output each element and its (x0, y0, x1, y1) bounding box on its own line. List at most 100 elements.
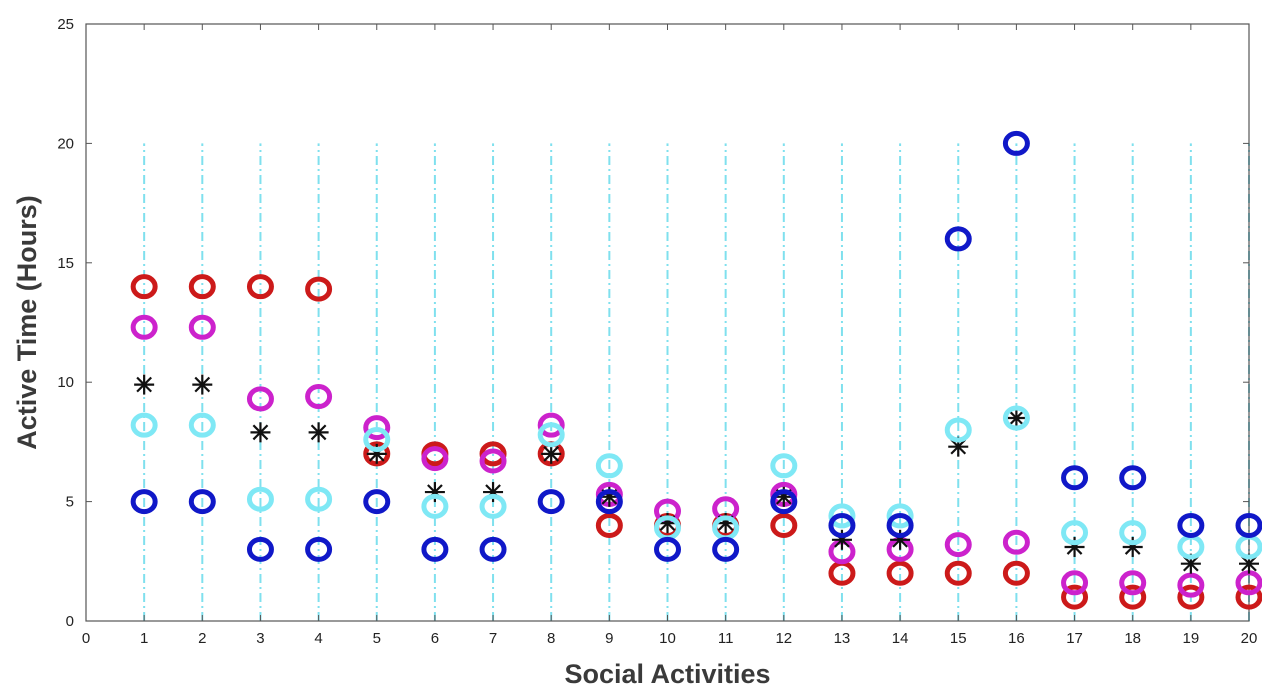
y-tick-label: 25 (57, 16, 74, 33)
x-tick-label: 0 (82, 630, 90, 647)
circle-marker (1177, 584, 1205, 610)
circle-marker (537, 422, 565, 448)
x-axis-label: Social Activities (564, 659, 770, 689)
circle-marker (246, 274, 274, 300)
x-tick-label: 3 (256, 630, 264, 647)
circle-marker (944, 560, 972, 586)
circle-marker (363, 489, 391, 515)
star-stroke (1008, 410, 1025, 426)
star-stroke (136, 376, 152, 393)
x-tick-label: 17 (1066, 630, 1083, 647)
x-tick-label: 2 (198, 630, 206, 647)
circle-marker (1061, 520, 1089, 546)
circle-marker (886, 503, 914, 529)
star-marker (250, 422, 271, 443)
circle-marker (188, 412, 216, 438)
y-tick-label: 15 (57, 255, 74, 272)
star-stroke (543, 445, 560, 462)
circle-marker (1177, 572, 1205, 598)
circle-marker (188, 489, 216, 515)
circle-marker (1119, 520, 1147, 546)
star-marker (134, 374, 155, 395)
x-tick-label: 13 (834, 630, 851, 647)
star-stroke (950, 438, 967, 455)
circle-marker (188, 314, 216, 340)
circle-marker (363, 427, 391, 453)
circle-marker (1235, 584, 1262, 610)
y-tick-label: 5 (66, 494, 74, 511)
circle-marker (246, 536, 274, 562)
x-tick-label: 12 (775, 630, 792, 647)
star-stroke (310, 424, 327, 441)
circle-marker (246, 486, 274, 512)
x-tick-label: 16 (1008, 630, 1025, 647)
circle-marker (130, 314, 158, 340)
x-tick-label: 8 (547, 630, 555, 647)
y-axis-label: Active Time (Hours) (12, 195, 42, 450)
axis-ticks: 0 1 2 3 4 5 6 7 8 9 10 11 12 13 14 15 16 17 18 19 2005101520… (57, 16, 1257, 647)
x-tick-label: 10 (659, 630, 676, 647)
circle-marker (770, 453, 798, 479)
star-stroke (194, 376, 211, 393)
circle-marker (595, 489, 623, 515)
star-marker (192, 374, 213, 395)
circle-marker (1061, 465, 1089, 491)
y-tick-label: 10 (57, 374, 74, 391)
circle-marker (130, 274, 158, 300)
circle-marker (944, 226, 972, 252)
x-tick-label: 18 (1124, 630, 1141, 647)
x-tick-label: 11 (718, 630, 734, 647)
circle-marker (1235, 512, 1262, 538)
star-marker (308, 422, 329, 443)
y-tick-label: 20 (57, 135, 74, 152)
circle-marker (654, 536, 681, 562)
circle-marker (944, 532, 972, 558)
circle-marker (1002, 405, 1030, 431)
circle-marker (886, 560, 914, 586)
y-tick-label: 0 (66, 613, 74, 630)
x-tick-label: 5 (373, 630, 381, 647)
circle-marker (886, 512, 914, 538)
circle-marker (595, 512, 623, 538)
circle-marker (421, 536, 449, 562)
circle-marker (130, 412, 158, 438)
circle-marker (1119, 465, 1147, 491)
circle-marker (1002, 529, 1030, 555)
circle-marker (246, 386, 274, 412)
circle-marker (595, 453, 623, 479)
x-tick-label: 14 (892, 630, 909, 647)
star-marker (1006, 408, 1027, 429)
circle-marker (770, 512, 798, 538)
x-tick-label: 20 (1241, 630, 1258, 647)
circle-marker (305, 486, 333, 512)
circle-marker (828, 512, 856, 538)
x-tick-label: 15 (950, 630, 967, 647)
star-stroke (1241, 555, 1257, 572)
circle-marker (479, 493, 507, 519)
x-tick-label: 7 (489, 630, 497, 647)
circle-marker (188, 274, 216, 300)
circle-marker (1061, 570, 1089, 596)
x-tick-label: 19 (1183, 630, 1200, 647)
circle-marker (305, 536, 333, 562)
circle-marker (537, 489, 565, 515)
circle-marker (1002, 560, 1030, 586)
x-tick-label: 6 (431, 630, 439, 647)
circle-marker (479, 448, 507, 474)
circle-marker (1061, 584, 1089, 610)
circle-marker (1177, 512, 1205, 538)
circle-marker (479, 536, 507, 562)
circle-marker (305, 384, 333, 410)
circle-marker (421, 493, 449, 519)
circle-marker (770, 489, 798, 515)
data-markers (130, 130, 1262, 610)
star-stroke (252, 424, 269, 441)
circle-marker (944, 417, 972, 443)
x-tick-label: 1 (140, 630, 148, 647)
circle-marker (1119, 584, 1147, 610)
circle-marker (1002, 130, 1030, 156)
circle-marker (305, 276, 333, 302)
circle-marker (1119, 570, 1147, 596)
circle-marker (537, 412, 565, 438)
